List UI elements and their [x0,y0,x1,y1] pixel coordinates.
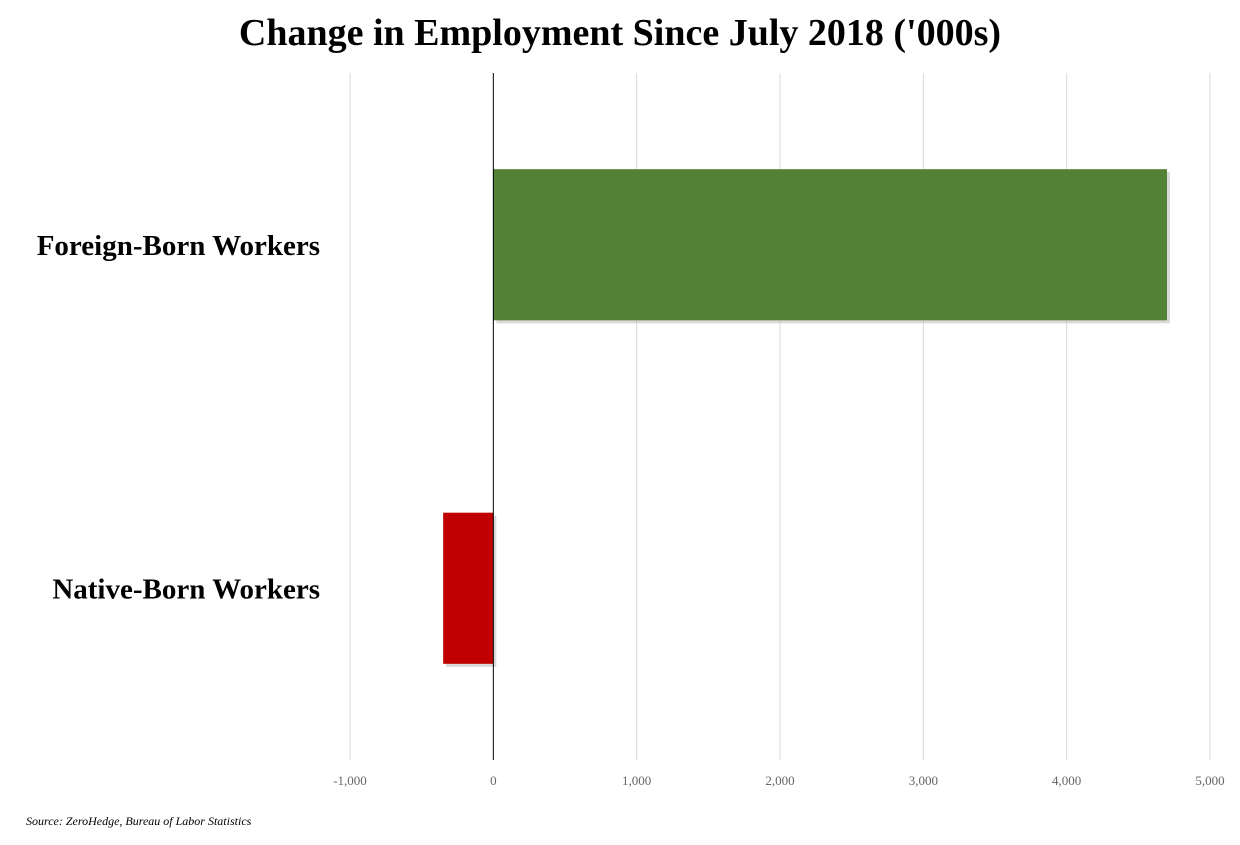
chart-title: Change in Employment Since July 2018 ('0… [239,12,1001,54]
category-labels: Foreign-Born Workers Native-Born Workers [37,230,320,606]
x-tick-label: -1,000 [333,773,367,788]
x-axis-tick-labels: -1,000 0 1,000 2,000 3,000 4,000 5,000 [333,773,1224,788]
x-tick-label: 0 [490,773,497,788]
category-label: Native-Born Workers [52,573,320,605]
x-tick-label: 4,000 [1052,773,1081,788]
x-tick-label: 3,000 [909,773,938,788]
bar-native-born-workers [443,512,494,664]
x-tick-label: 2,000 [765,773,794,788]
bars [443,169,1170,667]
x-tick-label: 5,000 [1195,773,1224,788]
category-label: Foreign-Born Workers [37,230,320,262]
source-note: Source: ZeroHedge, Bureau of Labor Stati… [26,814,252,828]
x-tick-label: 1,000 [622,773,651,788]
bar-foreign-born-workers [493,169,1167,321]
